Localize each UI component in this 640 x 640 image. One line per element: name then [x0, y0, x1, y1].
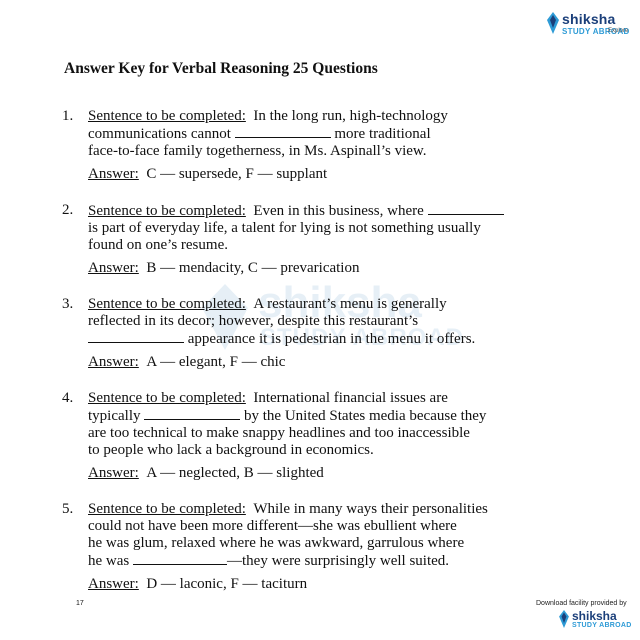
pen-nib-icon — [547, 12, 559, 34]
question-item: 4. Sentence to be completed: Internationa… — [62, 390, 602, 482]
question-line: Sentence to be completed: In the long ru… — [88, 108, 602, 125]
question-line: he was —they were surprisingly well suit… — [88, 552, 602, 570]
prompt-label: Sentence to be completed: — [88, 501, 246, 517]
answer-text: A — elegant, F — chic — [146, 354, 286, 370]
answer-label: Answer: — [88, 465, 139, 481]
answer-line: Answer: A — neglected, B — slighted — [88, 465, 602, 482]
question-line: face-to-face family togetherness, in Ms.… — [88, 143, 602, 160]
answer-line: Answer: B — mendacity, C — prevarication — [88, 260, 602, 277]
prompt-label: Sentence to be completed: — [88, 390, 246, 406]
answer-blank — [427, 202, 504, 215]
answer-label: Answer: — [88, 260, 139, 276]
question-text: by the United States media because they — [240, 408, 487, 424]
question-item: 5. Sentence to be completed: While in man… — [62, 501, 602, 593]
question-text: more traditional — [330, 126, 431, 142]
question-text: Even in this business, where — [253, 203, 428, 219]
question-line: Sentence to be completed: A restaurant’s… — [88, 296, 602, 313]
shiksha-logo: shiksha STUDY ABROAD Explore — [546, 10, 636, 40]
answer-line: Answer: D — laconic, F — taciturn — [88, 576, 602, 593]
answer-label: Answer: — [88, 576, 139, 592]
answer-text: B — mendacity, C — prevarication — [146, 260, 360, 276]
question-text: he was — [88, 553, 133, 569]
answer-blank — [88, 330, 184, 343]
question-line: to people who lack a background in econo… — [88, 442, 602, 459]
answer-blank — [144, 407, 241, 420]
question-line: communications cannot more traditional — [88, 125, 602, 143]
answer-line: Answer: A — elegant, F — chic — [88, 354, 602, 371]
question-line: reflected in its decor; however, despite… — [88, 313, 602, 330]
question-line: found on one’s resume. — [88, 237, 602, 254]
question-text: face-to-face family togetherness, in Ms.… — [88, 143, 427, 159]
question-text: In the long run, high-technology — [253, 108, 448, 124]
question-text: While in many ways their personalities — [253, 501, 488, 517]
footer-logo-subtitle: STUDY ABROAD — [572, 622, 632, 629]
question-item: 3. Sentence to be completed: A restaurant… — [62, 296, 602, 371]
logo-subtitle: STUDY ABROAD — [562, 27, 630, 36]
question-text: A restaurant’s menu is generally — [253, 296, 447, 312]
prompt-label: Sentence to be completed: — [88, 108, 246, 124]
answer-text: A — neglected, B — slighted — [146, 465, 324, 481]
logo-tagline: Explore — [608, 28, 629, 34]
question-text: —they were surprisingly well suited. — [227, 553, 450, 569]
question-line: could not have been more different—she w… — [88, 518, 602, 535]
question-number: 5. — [62, 501, 74, 517]
question-line: are too technical to make snappy headlin… — [88, 425, 602, 442]
question-number: 4. — [62, 390, 74, 406]
prompt-label: Sentence to be completed: — [88, 296, 246, 312]
answer-label: Answer: — [88, 354, 139, 370]
prompt-label: Sentence to be completed: — [88, 203, 246, 219]
footer-provided-by: Download facility provided by — [536, 600, 627, 607]
question-list: 1. Sentence to be completed: In the long … — [62, 108, 602, 612]
footer-logo-name: shiksha — [572, 609, 617, 623]
question-number: 1. — [62, 108, 74, 124]
question-text: appearance it is pedestrian in the menu … — [184, 331, 476, 347]
question-text: communications cannot — [88, 126, 235, 142]
page-number: 17 — [76, 600, 84, 607]
question-text: typically — [88, 408, 145, 424]
answer-blank — [133, 552, 227, 565]
answer-line: Answer: C — supersede, F — supplant — [88, 166, 602, 183]
answer-text: D — laconic, F — taciturn — [146, 576, 308, 592]
question-number: 3. — [62, 296, 74, 312]
question-item: 2. Sentence to be completed: Even in this… — [62, 202, 602, 277]
question-line: Sentence to be completed: International … — [88, 390, 602, 407]
question-text: are too technical to make snappy headlin… — [88, 425, 470, 441]
footer-logo: Download facility provided by shiksha ST… — [536, 600, 636, 634]
answer-label: Answer: — [88, 166, 139, 182]
question-text: to people who lack a background in econo… — [88, 442, 374, 458]
question-line: is part of everyday life, a talent for l… — [88, 220, 602, 237]
question-text: reflected in its decor; however, despite… — [88, 313, 419, 329]
question-item: 1. Sentence to be completed: In the long … — [62, 108, 602, 183]
question-line: typically by the United States media bec… — [88, 407, 602, 425]
question-line: he was glum, relaxed where he was awkwar… — [88, 535, 602, 552]
answer-blank — [234, 125, 331, 138]
footer-pen-nib-icon — [559, 610, 569, 628]
question-text: International financial issues are — [253, 390, 448, 406]
question-text: found on one’s resume. — [88, 237, 228, 253]
question-text: he was glum, relaxed where he was awkwar… — [88, 535, 465, 551]
question-text: is part of everyday life, a talent for l… — [88, 220, 481, 236]
question-line: appearance it is pedestrian in the menu … — [88, 330, 602, 348]
question-number: 2. — [62, 202, 74, 218]
question-text: could not have been more different—she w… — [88, 518, 457, 534]
page-title: Answer Key for Verbal Reasoning 25 Quest… — [64, 60, 378, 77]
question-line: Sentence to be completed: Even in this b… — [88, 202, 602, 220]
question-line: Sentence to be completed: While in many … — [88, 501, 602, 518]
logo-name: shiksha — [562, 11, 616, 27]
answer-text: C — supersede, F — supplant — [146, 166, 328, 182]
